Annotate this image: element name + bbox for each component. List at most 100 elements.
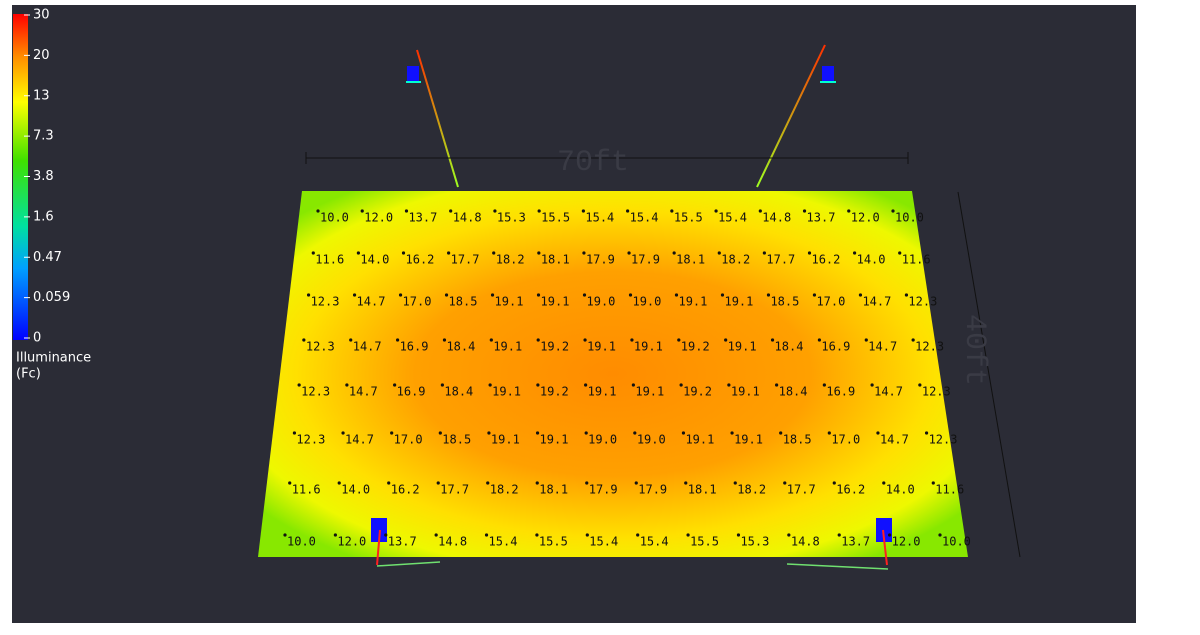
- grid-point: [537, 209, 541, 213]
- grid-point: [395, 338, 400, 342]
- grid-value: 12.3: [301, 385, 330, 399]
- grid-point: [864, 338, 868, 342]
- legend-tick-label: 13: [33, 88, 50, 103]
- grid-value: 18.1: [539, 483, 568, 497]
- grid-value: 19.2: [683, 385, 712, 399]
- grid-point: [630, 338, 634, 342]
- grid-value: 19.1: [635, 385, 664, 399]
- grid-value: 14.8: [791, 535, 820, 549]
- grid-value: 19.1: [588, 385, 617, 399]
- grid-value: 12.0: [337, 535, 366, 549]
- grid-point: [585, 481, 589, 485]
- grid-value: 17.9: [586, 253, 615, 267]
- grid-point: [436, 481, 440, 485]
- grid-value: 11.6: [935, 483, 964, 497]
- grid-value: 12.3: [922, 385, 951, 399]
- grid-value: 14.8: [453, 211, 482, 225]
- grid-value: 19.1: [493, 340, 522, 354]
- grid-point: [938, 533, 942, 537]
- grid-value: 19.0: [632, 295, 661, 309]
- grid-value: 15.4: [489, 535, 518, 549]
- grid-value: 14.0: [886, 483, 915, 497]
- fixtures: [371, 44, 892, 570]
- grid-value: 15.4: [718, 211, 747, 225]
- grid-value: 11.6: [315, 253, 344, 267]
- grid-value: 14.0: [341, 483, 370, 497]
- grid-point: [911, 338, 915, 342]
- grid-value: 13.7: [841, 535, 870, 549]
- grid-point: [817, 338, 822, 342]
- grid-point: [736, 533, 741, 537]
- grid-point: [888, 533, 892, 537]
- grid-value: 14.0: [857, 253, 886, 267]
- grid-value: 15.5: [541, 211, 570, 225]
- grid-value: 15.5: [674, 211, 703, 225]
- grid-point: [762, 251, 766, 255]
- width-dimension: 70ft: [557, 146, 629, 180]
- grid-point: [488, 383, 492, 387]
- grid-value: 15.4: [640, 535, 669, 549]
- legend-tick-label: 0.059: [33, 290, 70, 305]
- grid-point: [686, 533, 690, 537]
- grid-value: 12.3: [908, 295, 937, 309]
- grid-point: [283, 533, 287, 537]
- grid-point: [288, 481, 292, 485]
- grid-point: [633, 431, 637, 435]
- grid-value: 12.3: [306, 340, 335, 354]
- grid-value: 17.7: [451, 253, 480, 267]
- grid-value: 16.9: [821, 340, 850, 354]
- grid-point: [631, 383, 635, 387]
- grid-point: [730, 431, 734, 435]
- grid-point: [626, 209, 630, 213]
- grid-point: [311, 251, 315, 255]
- grid-point: [444, 293, 449, 297]
- grid-point: [720, 293, 725, 297]
- grid-point: [349, 338, 353, 342]
- grid-value: 15.5: [690, 535, 719, 549]
- grid-point: [827, 431, 831, 435]
- legend-tick-label: 7.3: [33, 129, 54, 144]
- legend-tick-label: 3.8: [33, 169, 54, 184]
- grid-point: [727, 383, 731, 387]
- grid-value: 15.3: [497, 211, 526, 225]
- grid-point: [302, 338, 306, 342]
- grid-point: [891, 209, 895, 213]
- grid-point: [584, 431, 588, 435]
- grid-value: 14.7: [345, 433, 374, 447]
- grid-point: [492, 251, 496, 255]
- grid-value: 19.1: [587, 340, 616, 354]
- legend-label: Illuminance: [16, 351, 91, 366]
- grid-value: 19.2: [540, 340, 569, 354]
- grid-value: 12.3: [915, 340, 944, 354]
- grid-value: 19.1: [728, 340, 757, 354]
- grid-value: 18.1: [688, 483, 717, 497]
- grid-point: [442, 338, 447, 342]
- grid-value: 14.0: [360, 253, 389, 267]
- grid-value: 16.2: [406, 253, 435, 267]
- grid-point: [634, 481, 638, 485]
- grid-value: 12.0: [851, 211, 880, 225]
- legend-tick-label: 0.47: [33, 250, 62, 265]
- grid-point: [535, 533, 539, 537]
- grid-value: 16.9: [400, 340, 429, 354]
- grid-point: [822, 383, 826, 387]
- grid-value: 15.5: [539, 535, 568, 549]
- grid-point: [717, 251, 721, 255]
- grid-value: 18.5: [783, 433, 812, 447]
- grid-value: 19.1: [685, 433, 714, 447]
- grid-value: 14.7: [357, 295, 386, 309]
- grid-point: [401, 251, 406, 255]
- grid-value: 19.1: [734, 433, 763, 447]
- grid-point: [352, 293, 357, 297]
- legend-tick-label: 20: [33, 48, 50, 63]
- grid-value: 19.1: [634, 340, 663, 354]
- grid-value: 12.3: [311, 295, 340, 309]
- grid-point: [297, 383, 301, 387]
- grid-point: [393, 383, 397, 387]
- grid-value: 16.9: [397, 385, 426, 399]
- depth-dimension: 40ft: [957, 314, 991, 386]
- grid-value: 19.2: [540, 385, 569, 399]
- grid-value: 14.7: [874, 385, 903, 399]
- grid-value: 14.7: [880, 433, 909, 447]
